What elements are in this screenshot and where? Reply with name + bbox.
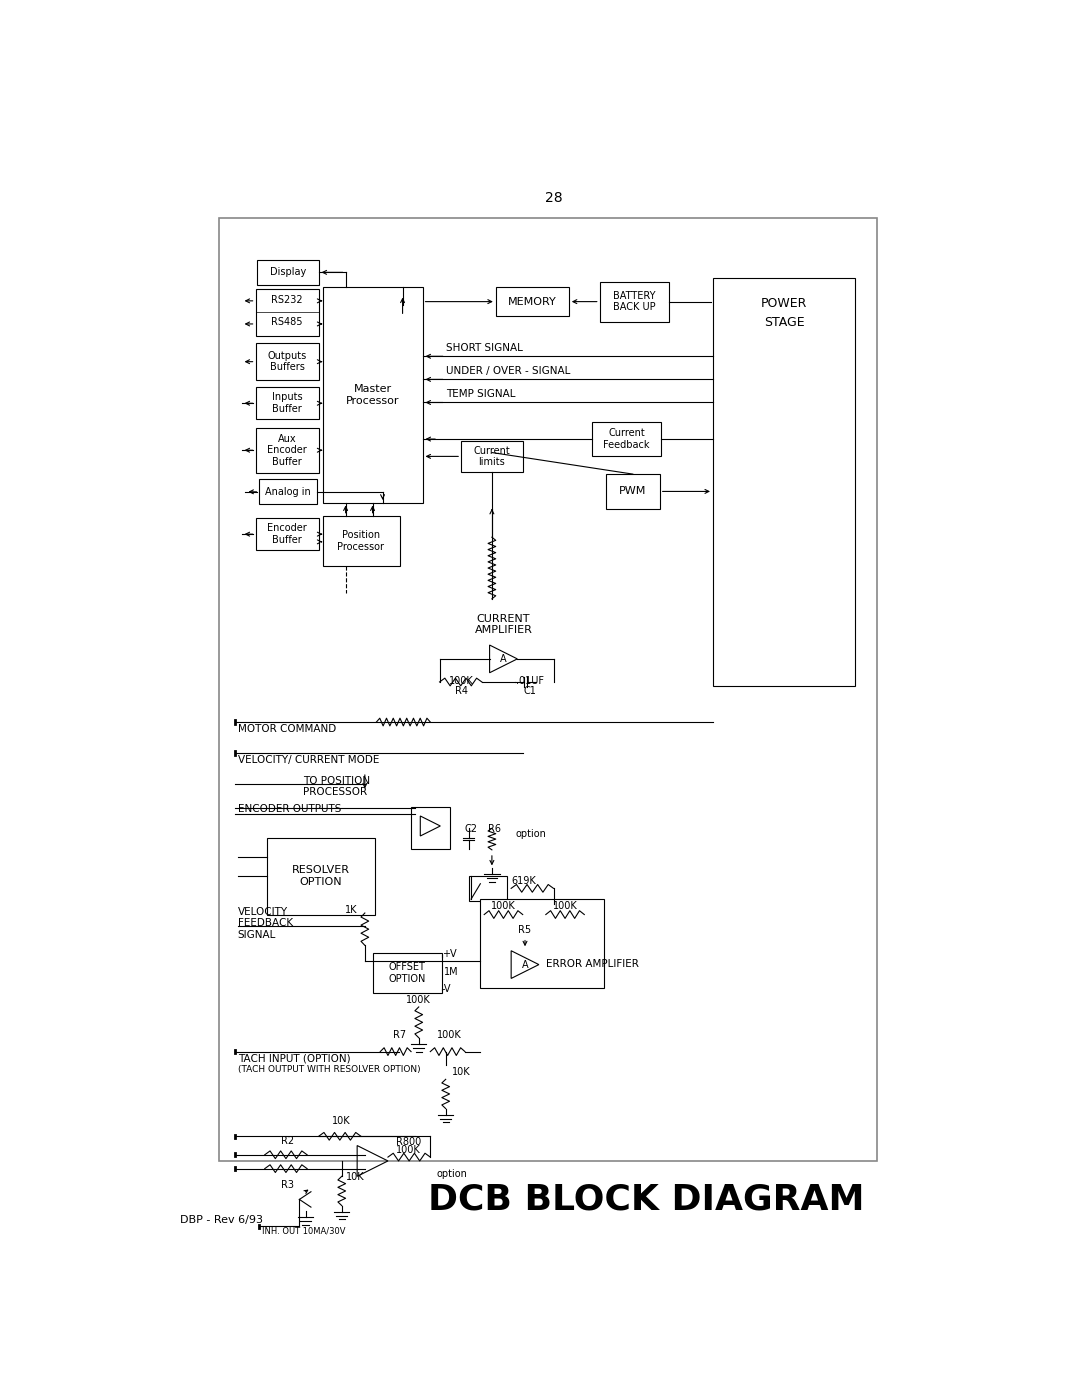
Text: R800: R800 [395, 1137, 421, 1147]
Bar [411, 806, 449, 849]
Text: 100K: 100K [395, 1144, 420, 1155]
Text: R2: R2 [281, 1136, 295, 1146]
Bar [481, 900, 604, 988]
Text: 1M: 1M [444, 967, 459, 977]
Text: R7: R7 [393, 1030, 406, 1039]
Text: RS485: RS485 [271, 317, 302, 327]
Bar [461, 441, 523, 472]
Text: C1: C1 [524, 686, 537, 696]
Bar [323, 286, 422, 503]
Text: POWER: POWER [761, 298, 808, 310]
Text: R4: R4 [455, 686, 468, 696]
Text: PWM: PWM [619, 486, 647, 496]
Bar [469, 876, 508, 901]
Text: CURRENT: CURRENT [476, 615, 530, 624]
Text: 100K: 100K [437, 1030, 462, 1039]
Text: 28: 28 [544, 191, 563, 205]
Bar [256, 518, 319, 550]
Bar [256, 344, 319, 380]
Text: TEMP SIGNAL: TEMP SIGNAL [446, 390, 515, 400]
Text: RESOLVER
OPTION: RESOLVER OPTION [292, 865, 350, 887]
Text: DBP - Rev 6/93: DBP - Rev 6/93 [180, 1215, 264, 1225]
Text: 100K: 100K [491, 901, 516, 911]
Text: ENCODER OUTPUTS: ENCODER OUTPUTS [238, 803, 341, 813]
Text: AMPLIFIER: AMPLIFIER [474, 624, 532, 636]
Text: BATTERY
BACK UP: BATTERY BACK UP [613, 291, 656, 313]
Text: INH. OUT 10MA/30V: INH. OUT 10MA/30V [262, 1227, 346, 1235]
Text: VELOCITY/ CURRENT MODE: VELOCITY/ CURRENT MODE [238, 756, 379, 766]
Text: RS232: RS232 [271, 295, 302, 306]
Text: 619K: 619K [511, 876, 536, 886]
Text: 100K: 100K [553, 901, 578, 911]
Text: DCB BLOCK DIAGRAM: DCB BLOCK DIAGRAM [428, 1182, 864, 1217]
Text: ERROR AMPLIFIER: ERROR AMPLIFIER [545, 960, 638, 970]
Text: Analog in: Analog in [266, 486, 311, 497]
Text: PROCESSOR: PROCESSOR [303, 787, 367, 796]
Bar [259, 479, 318, 504]
Bar [256, 289, 319, 335]
Text: 100K: 100K [406, 996, 431, 1006]
Text: R3: R3 [282, 1180, 295, 1190]
Text: TO POSITION: TO POSITION [303, 775, 370, 787]
Bar [323, 515, 400, 566]
Text: option: option [515, 828, 545, 838]
Bar [599, 282, 669, 321]
Text: 10K: 10K [333, 1116, 351, 1126]
Text: Outputs
Buffers: Outputs Buffers [268, 351, 307, 373]
Bar [218, 218, 877, 1161]
Text: +V: +V [442, 949, 457, 960]
Text: R6: R6 [488, 824, 501, 834]
Text: option: option [436, 1169, 468, 1179]
Text: Aux
Encoder
Buffer: Aux Encoder Buffer [267, 433, 307, 467]
Text: Position
Processor: Position Processor [337, 529, 384, 552]
Text: -V: -V [442, 983, 451, 993]
Bar [713, 278, 855, 686]
Text: Current
limits: Current limits [473, 446, 510, 467]
Text: MEMORY: MEMORY [508, 296, 556, 306]
Text: R5: R5 [518, 925, 531, 936]
Text: C2: C2 [465, 824, 478, 834]
Text: OFFSET
OPTION: OFFSET OPTION [389, 963, 426, 983]
Text: 10K: 10K [346, 1172, 364, 1182]
Text: 1K: 1K [345, 905, 357, 915]
Text: Encoder
Buffer: Encoder Buffer [267, 524, 307, 545]
Bar [256, 427, 319, 472]
Bar [256, 387, 319, 419]
Bar [373, 953, 442, 993]
Text: UNDER / OVER - SIGNAL: UNDER / OVER - SIGNAL [446, 366, 570, 376]
Text: A: A [522, 960, 528, 970]
Text: STAGE: STAGE [764, 316, 805, 330]
Text: A: A [500, 654, 507, 664]
Text: Current
Feedback: Current Feedback [604, 429, 650, 450]
Text: VELOCITY
FEEDBACK
SIGNAL: VELOCITY FEEDBACK SIGNAL [238, 907, 293, 940]
Text: MOTOR COMMAND: MOTOR COMMAND [238, 725, 336, 735]
Text: SHORT SIGNAL: SHORT SIGNAL [446, 344, 523, 353]
Text: 100K: 100K [448, 676, 473, 686]
Text: 10K: 10K [451, 1067, 471, 1077]
Text: TACH INPUT (OPTION): TACH INPUT (OPTION) [238, 1053, 350, 1063]
Bar [257, 260, 319, 285]
Text: (TACH OUTPUT WITH RESOLVER OPTION): (TACH OUTPUT WITH RESOLVER OPTION) [238, 1066, 420, 1074]
Text: .01UF: .01UF [516, 676, 544, 686]
Bar [496, 286, 569, 316]
Text: Master
Processor: Master Processor [346, 384, 400, 405]
Bar [267, 838, 375, 915]
Text: Display: Display [270, 267, 306, 278]
Bar [592, 422, 661, 457]
Text: Inputs
Buffer: Inputs Buffer [272, 393, 302, 414]
Bar [606, 474, 660, 509]
